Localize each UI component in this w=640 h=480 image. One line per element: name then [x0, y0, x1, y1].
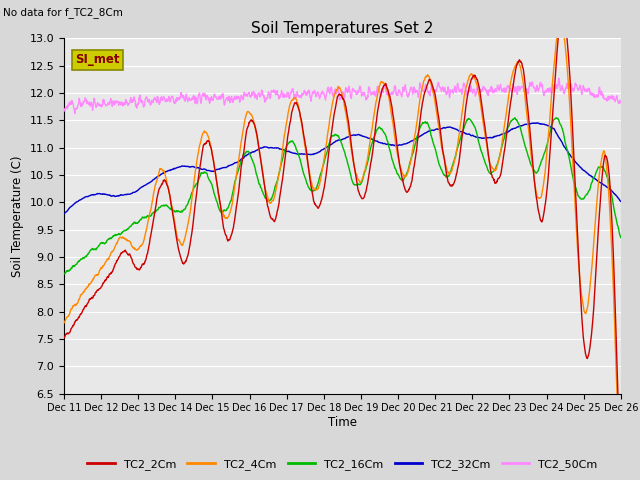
Y-axis label: Soil Temperature (C): Soil Temperature (C)	[11, 155, 24, 277]
X-axis label: Time: Time	[328, 416, 357, 429]
Text: No data for f_TC2_8Cm: No data for f_TC2_8Cm	[3, 7, 123, 18]
Legend: TC2_2Cm, TC2_4Cm, TC2_16Cm, TC2_32Cm, TC2_50Cm: TC2_2Cm, TC2_4Cm, TC2_16Cm, TC2_32Cm, TC…	[83, 454, 602, 474]
Text: SI_met: SI_met	[75, 53, 120, 66]
Title: Soil Temperatures Set 2: Soil Temperatures Set 2	[252, 21, 433, 36]
